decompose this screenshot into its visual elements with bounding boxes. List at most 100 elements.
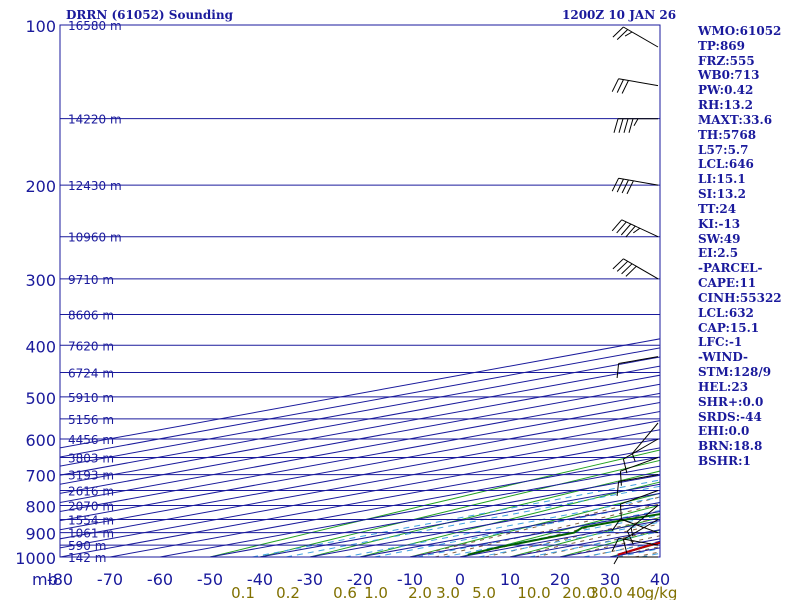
mixing-ratio-label: 30.0 [589, 584, 622, 600]
pressure-tick-label: 200 [25, 177, 56, 196]
wind-barb [619, 457, 659, 486]
dewpoint-trace [467, 513, 660, 556]
isotherm-line [60, 447, 660, 557]
wind-barb [611, 537, 659, 552]
mixing-ratio-label: 5.0 [472, 584, 496, 600]
valid-time: 1200Z 10 JAN 26 [562, 8, 677, 22]
stat-item: BRN:18.8 [698, 439, 763, 454]
isotherm-line [60, 438, 660, 549]
mixing-ratio-label: 40 [626, 584, 645, 600]
barb-feather [626, 530, 634, 545]
barb-staff [618, 474, 659, 482]
temperature-tick-label: -30 [297, 570, 323, 589]
stat-item: -WIND- [698, 350, 748, 365]
barb-feather [621, 80, 629, 94]
barb-feather [616, 79, 624, 93]
pressure-tick-label: 900 [25, 525, 56, 544]
wind-barb [626, 505, 659, 545]
height-label: 3803 m [68, 451, 114, 465]
stat-item: CAP:15.1 [698, 320, 760, 335]
barb-feather [621, 179, 629, 194]
mixing-ratio-label: 10.0 [517, 584, 550, 600]
stat-item: WB0:713 [698, 68, 760, 83]
wind-barb [622, 438, 659, 474]
stat-item: SRDS:-44 [698, 409, 762, 424]
stat-item: STM:128/9 [698, 365, 772, 380]
mixing-ratio-labels: 0.1 0.2 0.6 1.0 2.0 3.0 5.0 10.0 20.030.0 40 g/kg [231, 584, 677, 600]
stats-panel: WMO:61052 TP:869 FRZ:555 WB0:713 PW:0.42 RH:1… [698, 24, 782, 469]
stat-item: TH:5768 [698, 127, 757, 142]
mixing-ratio-label: g/kg [645, 584, 678, 600]
barb-feather [616, 481, 620, 497]
wind-barb [611, 177, 659, 195]
stat-item: PW:0.42 [698, 83, 754, 98]
temperature-tick-labels: -80 -70 -60 -50 -40 -30 -20 -10 0 10 20 30 40 mb [32, 570, 670, 589]
barb-staff [618, 78, 659, 87]
pressure-tick-label: 300 [25, 271, 56, 290]
temperature-tick-label: 30 [600, 570, 620, 589]
temperature-tick-label: -10 [397, 570, 423, 589]
pressure-tick-label: 1000 [15, 549, 56, 568]
wind-barb [613, 118, 658, 133]
barb-feather [616, 221, 627, 234]
stat-item: CINH:55322 [698, 290, 782, 305]
barb-staff [618, 537, 659, 546]
stat-item: KI:-13 [698, 216, 741, 231]
pressure-tick-label: 400 [25, 337, 56, 356]
height-label: 12430 m [68, 179, 122, 193]
height-label: 4456 m [68, 433, 114, 447]
station-title: DRRN (61052) Sounding [66, 8, 233, 22]
barb-feather [624, 31, 633, 37]
barb-staff [623, 26, 659, 48]
wind-barb [616, 474, 659, 497]
stat-item: TP:869 [698, 38, 746, 53]
height-label: 1554 m [68, 513, 114, 527]
height-label: 9710 m [68, 273, 114, 287]
stat-item: RH:13.2 [698, 98, 753, 113]
isotherm-line [159, 465, 660, 557]
barb-feather [611, 177, 620, 192]
height-label: 6724 m [68, 367, 114, 381]
barb-feather [621, 263, 633, 275]
mixing-ratio-label: 0.2 [276, 584, 300, 600]
stat-item: HEL:23 [698, 379, 749, 394]
x-unit-label: mb [32, 570, 58, 589]
pressure-tick-label: 700 [25, 467, 56, 486]
wind-barb [611, 518, 659, 534]
isotherm-line [60, 374, 660, 485]
height-label: 2616 m [68, 485, 114, 499]
barb-staff [620, 518, 659, 534]
isotherm-line [60, 365, 660, 476]
barb-feather [622, 539, 628, 554]
height-label: 10960 m [68, 231, 122, 245]
barb-feather [616, 363, 620, 379]
pressure-tick-label: 600 [25, 431, 56, 450]
mixing-ratio-label: 0.1 [231, 584, 255, 600]
temperature-tick-label: 20 [550, 570, 570, 589]
wind-barb [616, 356, 659, 379]
barb-feather [620, 223, 632, 236]
barb-feather [612, 258, 624, 270]
barb-feather [633, 227, 641, 234]
wind-barb [611, 219, 659, 238]
temperature-tick-label: -80 [47, 570, 73, 589]
temperature-tick-label: -50 [197, 570, 223, 589]
height-label: 1061 m [68, 527, 114, 541]
wind-barb [631, 422, 659, 462]
stat-item: MAXT:33.6 [698, 112, 773, 127]
stat-item: WMO:61052 [698, 24, 782, 38]
height-label: 5910 m [68, 391, 114, 405]
dewpoint-line [467, 513, 660, 556]
isotherm-line [109, 456, 660, 557]
wind-barb [612, 258, 659, 280]
stat-item: SHR+:0.0 [698, 394, 764, 409]
height-label: 590 m [68, 539, 106, 553]
wind-barb [612, 26, 659, 48]
height-label: 3193 m [68, 469, 114, 483]
stat-item: CAPE:11 [698, 276, 757, 291]
barb-feather [613, 556, 619, 565]
barb-feather [616, 29, 629, 40]
barb-feather [613, 118, 619, 133]
stat-item: TT:24 [698, 201, 737, 216]
barb-feather [611, 78, 620, 92]
